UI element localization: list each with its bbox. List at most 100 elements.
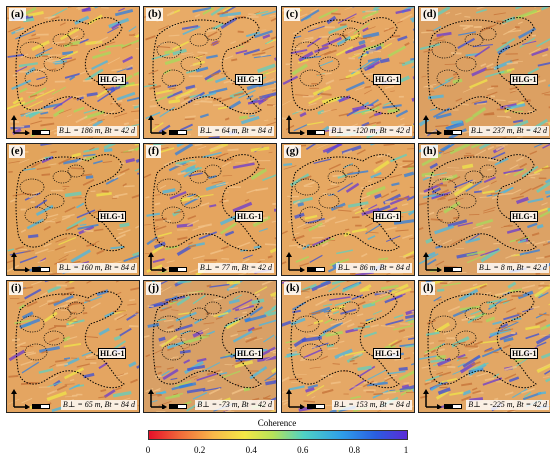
- scale-bar: [307, 130, 325, 135]
- baseline-label: B⊥ = 186 m, Bt = 42 d: [56, 126, 137, 136]
- panel-label: (c): [284, 8, 301, 21]
- coherence-map-panel: (g) HLG-1 B⊥ = 86 m, Bt = 84 d: [281, 143, 415, 276]
- site-label: HLG-1: [235, 348, 264, 359]
- baseline-label: B⊥ = -73 m, Bt = 42 d: [195, 400, 274, 410]
- scale-bar: [169, 267, 187, 272]
- orbit-direction-arrows-icon: [148, 252, 167, 272]
- orbit-direction-arrows-icon: [148, 389, 167, 409]
- panel-label: (d): [421, 8, 439, 21]
- orbit-direction-arrows-icon: [286, 389, 305, 409]
- landslide-boundary: [427, 291, 537, 389]
- baseline-label: B⊥ = 65 m, Bt = 84 d: [60, 400, 137, 410]
- coherence-map-image: [281, 280, 415, 413]
- orbit-direction-arrows-icon: [11, 389, 30, 409]
- panel-label: (h): [421, 145, 439, 158]
- coherence-map-panel: (a) HLG-1 B⊥ = 186 m, Bt = 42 d: [6, 6, 140, 139]
- scale-bar: [307, 404, 325, 409]
- panel-label: (a): [9, 8, 26, 21]
- colorbar-tick-label: 0: [145, 445, 151, 455]
- scale-bar: [444, 130, 462, 135]
- coherence-map-image: [281, 6, 415, 139]
- colorbar-title: Coherence: [257, 418, 297, 428]
- site-label: HLG-1: [98, 348, 127, 359]
- colorbar: [148, 430, 408, 440]
- colorbar-tick-label: 0.6: [297, 445, 309, 455]
- colorbar-tick-label: 0.2: [193, 445, 206, 455]
- site-label: HLG-1: [373, 348, 402, 359]
- site-label: HLG-1: [510, 74, 539, 85]
- landslide-boundary: [152, 154, 262, 252]
- baseline-label: B⊥ = 153 m, Bt = 84 d: [331, 400, 412, 410]
- landslide-boundary: [290, 17, 400, 115]
- coherence-map-image: [143, 143, 277, 276]
- baseline-label: B⊥ = 160 m, Bt = 84 d: [56, 263, 137, 273]
- baseline-label: B⊥ = 237 m, Bt = 42 d: [468, 126, 549, 136]
- coherence-map-panel: (e) HLG-1 B⊥ = 160 m, Bt = 84 d: [6, 143, 140, 276]
- coherence-map-panel: (j) HLG-1 B⊥ = -73 m, Bt = 42 d: [143, 280, 277, 413]
- site-label: HLG-1: [98, 74, 127, 85]
- landslide-boundary: [427, 154, 537, 252]
- panel-label: (g): [284, 145, 301, 158]
- landslide-boundary: [15, 291, 125, 389]
- orbit-direction-arrows-icon: [11, 252, 30, 272]
- panel-label: (b): [146, 8, 164, 21]
- panel-label: (e): [9, 145, 26, 158]
- scale-bar: [32, 404, 50, 409]
- scale-bar: [32, 267, 50, 272]
- site-label: HLG-1: [235, 74, 264, 85]
- orbit-direction-arrows-icon: [423, 252, 442, 272]
- coherence-map-panel: (d) HLG-1 B⊥ = 237 m, Bt = 42 d: [418, 6, 550, 139]
- scale-bar: [169, 404, 187, 409]
- landslide-boundary: [152, 17, 262, 115]
- landslide-boundary: [15, 17, 125, 115]
- baseline-label: B⊥ = 77 m, Bt = 42 d: [197, 263, 274, 273]
- site-label: HLG-1: [235, 211, 264, 222]
- landslide-boundary: [15, 154, 125, 252]
- scale-bar: [444, 404, 462, 409]
- coherence-map-panel: (c) HLG-1 B⊥ = -120 m, Bt = 42 d: [281, 6, 415, 139]
- orbit-direction-arrows-icon: [286, 252, 305, 272]
- orbit-direction-arrows-icon: [148, 115, 167, 135]
- baseline-label: B⊥ = 86 m, Bt = 84 d: [335, 263, 412, 273]
- colorbar-tick-label: 0.4: [245, 445, 257, 455]
- panel-label: (f): [146, 145, 161, 158]
- scale-bar: [169, 130, 187, 135]
- site-label: HLG-1: [98, 211, 127, 222]
- baseline-label: B⊥ = -120 m, Bt = 42 d: [329, 126, 412, 136]
- coherence-map-panel: (i) HLG-1 B⊥ = 65 m, Bt = 84 d: [6, 280, 140, 413]
- site-label: HLG-1: [373, 74, 402, 85]
- scale-bar: [307, 267, 325, 272]
- coherence-map-image: [6, 280, 140, 413]
- panel-label: (i): [9, 282, 24, 295]
- colorbar-tick-label: 0.8: [348, 445, 361, 455]
- baseline-label: B⊥ = -225 m, Bt = 42 d: [466, 400, 549, 410]
- panel-label: (j): [146, 282, 161, 295]
- scale-bar: [32, 130, 50, 135]
- orbit-direction-arrows-icon: [11, 115, 30, 135]
- site-label: HLG-1: [373, 211, 402, 222]
- landslide-boundary: [290, 154, 400, 252]
- coherence-map-panel: (k) HLG-1 B⊥ = 153 m, Bt = 84 d: [281, 280, 415, 413]
- scale-bar: [444, 267, 462, 272]
- coherence-map-image: [418, 6, 550, 139]
- landslide-boundary: [290, 291, 400, 389]
- landslide-boundary: [152, 291, 262, 389]
- colorbar-tick-label: 1: [403, 445, 409, 455]
- baseline-label: B⊥ = 64 m, Bt = 84 d: [197, 126, 274, 136]
- baseline-label: B⊥ = 8 m, Bt = 42 d: [476, 263, 549, 273]
- orbit-direction-arrows-icon: [423, 115, 442, 135]
- site-label: HLG-1: [510, 348, 539, 359]
- orbit-direction-arrows-icon: [286, 115, 305, 135]
- panel-label: (k): [284, 282, 302, 295]
- coherence-map-panel: (b) HLG-1 B⊥ = 64 m, Bt = 84 d: [143, 6, 277, 139]
- coherence-map-image: [418, 280, 550, 413]
- coherence-map-image: [143, 6, 277, 139]
- orbit-direction-arrows-icon: [423, 389, 442, 409]
- site-label: HLG-1: [510, 211, 539, 222]
- panel-label: (l): [421, 282, 436, 295]
- landslide-boundary: [427, 17, 537, 115]
- coherence-map-panel: (f) HLG-1 B⊥ = 77 m, Bt = 42 d: [143, 143, 277, 276]
- coherence-map-panel: (h) HLG-1 B⊥ = 8 m, Bt = 42 d: [418, 143, 550, 276]
- coherence-map-panel: (l) HLG-1 B⊥ = -225 m, Bt = 42 d: [418, 280, 550, 413]
